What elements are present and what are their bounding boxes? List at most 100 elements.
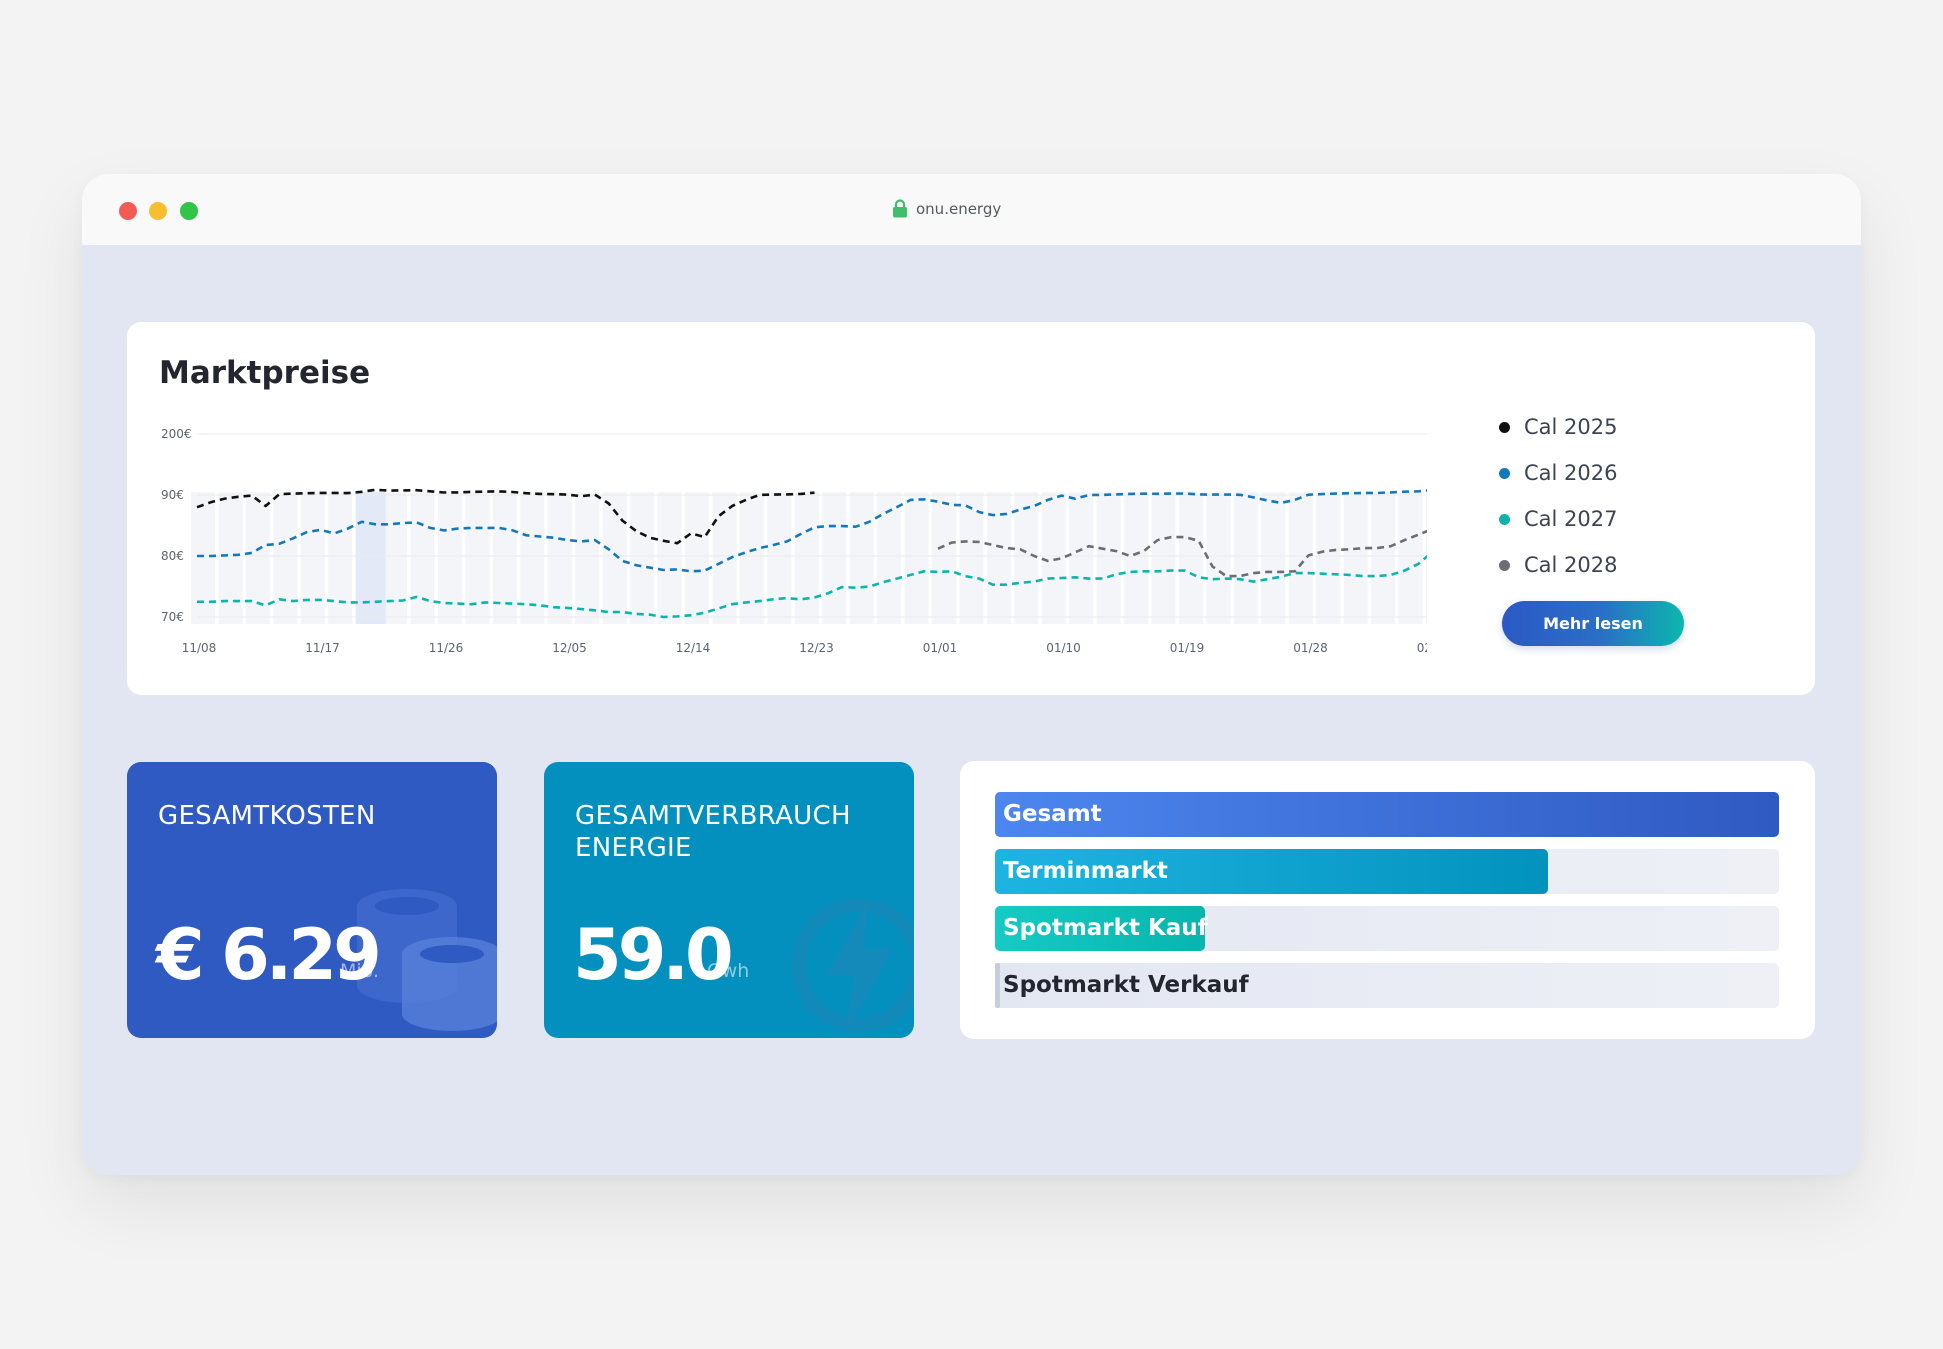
bar-terminmarkt[interactable]: Terminmarkt xyxy=(995,849,1779,894)
bar-spotmarkt-kauf[interactable]: Spotmarkt Kauf xyxy=(995,906,1779,951)
chart-column-band xyxy=(383,492,408,624)
chart-column-band xyxy=(520,492,545,624)
legend-item: Cal 2026 xyxy=(1499,450,1618,496)
x-tick-label: 12/05 xyxy=(552,641,587,655)
x-tick-label: 02/06 xyxy=(1417,641,1427,655)
total-energy-unit: Gwh xyxy=(707,960,750,982)
chart-column-band xyxy=(328,492,353,624)
chart-column-band xyxy=(273,492,298,624)
chart-legend: Cal 2025 Cal 2026 Cal 2027 Cal 2028 xyxy=(1499,404,1618,588)
chart-column-band xyxy=(300,492,325,624)
x-tick-label: 12/23 xyxy=(799,641,834,655)
legend-label: Cal 2026 xyxy=(1524,461,1618,485)
market-breakdown-card: Gesamt Terminmarkt Spotmarkt Kauf Spotmarkt… xyxy=(960,761,1815,1039)
x-tick-label: 11/26 xyxy=(429,641,464,655)
total-costs-unit: Mio. xyxy=(340,960,380,982)
chart-column-band xyxy=(191,492,215,624)
bar-fill xyxy=(995,906,1205,951)
bar-fill xyxy=(995,849,1548,894)
market-title: Marktpreise xyxy=(159,355,371,391)
maximize-window-button[interactable] xyxy=(180,202,198,220)
y-tick-label: 80€ xyxy=(161,549,184,563)
series-line-cal-2028 xyxy=(937,529,1427,578)
minimize-window-button[interactable] xyxy=(149,202,167,220)
chart-column-band xyxy=(986,492,1011,624)
chart-column-band xyxy=(410,492,435,624)
read-more-button[interactable]: Mehr lesen xyxy=(1502,601,1684,646)
lightning-icon xyxy=(792,898,914,1033)
coins-icon xyxy=(357,889,497,1031)
bar-fill xyxy=(995,792,1779,837)
x-tick-label: 11/17 xyxy=(305,641,340,655)
bar-label: Spotmarkt Verkauf xyxy=(1003,972,1249,998)
total-costs-value: € 6.29 xyxy=(156,914,382,996)
legend-dot xyxy=(1499,513,1510,525)
chart-column-band xyxy=(657,492,682,624)
chart-column-band xyxy=(849,492,874,624)
chart-column-band xyxy=(1179,492,1203,624)
x-tick-label: 01/10 xyxy=(1046,641,1081,655)
chart-column-band xyxy=(822,492,847,624)
legend-dot xyxy=(1499,559,1510,571)
x-tick-label: 01/01 xyxy=(923,641,958,655)
chart-column-band xyxy=(1041,492,1066,624)
chart-column-band xyxy=(547,492,572,624)
address-bar[interactable]: onu.energy xyxy=(892,199,1001,218)
market-price-chart: 70€ 80€ 90€ 200€ 11/08 11/17 11/26 12/05 12/14 12… xyxy=(161,427,1427,655)
chart-column-band xyxy=(932,492,956,624)
series-line-cal-2027 xyxy=(197,554,1427,619)
chart-column-band xyxy=(1151,492,1176,624)
bar-label: Spotmarkt Kauf xyxy=(1003,915,1208,941)
legend-item: Cal 2028 xyxy=(1499,542,1618,588)
chart-column-band xyxy=(1316,492,1341,624)
total-energy-card: GESAMTVERBRAUCH ENERGIE 59.0 Gwh xyxy=(544,762,914,1038)
browser-titlebar: onu.energy xyxy=(82,174,1861,245)
chart-column-band xyxy=(1343,492,1368,624)
close-window-button[interactable] xyxy=(119,202,137,220)
bar-spotmarkt-verkauf[interactable]: Spotmarkt Verkauf xyxy=(995,963,1779,1008)
chart-column-band xyxy=(877,492,902,624)
y-tick-label: 200€ xyxy=(161,427,192,441)
y-tick-label: 90€ xyxy=(161,488,184,502)
legend-dot xyxy=(1499,467,1510,479)
url-text: onu.energy xyxy=(916,199,1002,218)
bar-gesamt[interactable]: Gesamt xyxy=(995,792,1779,837)
chart-column-band xyxy=(1014,492,1039,624)
x-tick-label: 11/08 xyxy=(182,641,217,655)
chart-column-band xyxy=(492,492,517,624)
chart-column-band xyxy=(1233,492,1258,624)
chart-column-band xyxy=(959,492,984,624)
chart-column-band xyxy=(602,492,627,624)
x-tick-label: 12/14 xyxy=(676,641,711,655)
market-prices-card: Marktpreise 70€ 80€ 90€ 200€ 11/08 11/17 11/26… xyxy=(127,322,1815,695)
browser-window: onu.energy Marktpreise 70€ 80€ 90€ 200€ 11/0… xyxy=(82,174,1861,1175)
total-costs-title: GESAMTKOSTEN xyxy=(158,801,376,831)
x-tick-label: 01/19 xyxy=(1170,641,1205,655)
chart-column-band xyxy=(767,492,792,624)
chart-column-band xyxy=(630,492,655,624)
chart-column-band xyxy=(904,492,929,624)
lock-icon xyxy=(893,199,907,218)
bar-fill xyxy=(995,963,1000,1008)
chart-column-band xyxy=(1288,492,1313,624)
series-line-cal-2026 xyxy=(197,489,1427,573)
chart-column-band xyxy=(218,492,243,624)
bar-label: Terminmarkt xyxy=(1003,858,1168,884)
chart-column-band xyxy=(685,492,709,624)
chart-column-band xyxy=(739,492,764,624)
legend-dot xyxy=(1499,421,1510,433)
chart-column-band xyxy=(1206,492,1231,624)
chart-column-band xyxy=(465,492,490,624)
total-energy-value: 59.0 xyxy=(573,914,734,996)
chart-column-band xyxy=(794,492,819,624)
legend-item: Cal 2025 xyxy=(1499,404,1618,450)
x-tick-label: 01/28 xyxy=(1293,641,1328,655)
total-energy-title: GESAMTVERBRAUCH ENERGIE xyxy=(575,801,851,863)
chart-column-band xyxy=(1261,492,1286,624)
total-costs-card: GESAMTKOSTEN € 6.29 Mio. xyxy=(127,762,497,1038)
chart-column-band xyxy=(1398,492,1423,624)
chart-column-band xyxy=(1124,492,1149,624)
bar-label: Gesamt xyxy=(1003,801,1102,827)
legend-label: Cal 2025 xyxy=(1524,415,1618,439)
y-tick-label: 70€ xyxy=(161,610,184,624)
